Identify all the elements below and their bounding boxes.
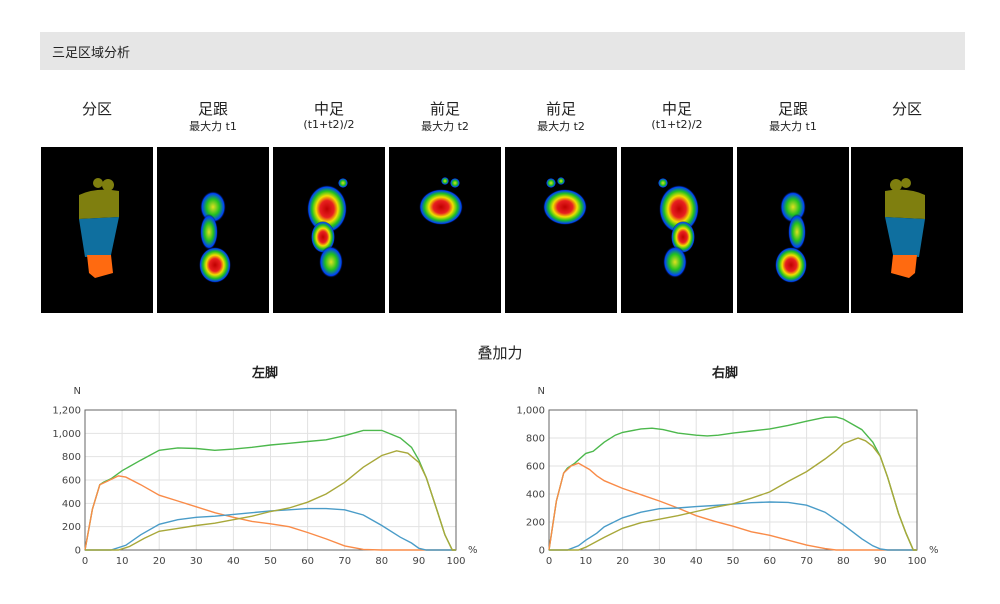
left-force-plot: 0 10 20 30 40 50 60 70 80 90 100 0 200 400 600 800 1,000…	[52, 386, 478, 567]
panel-title: 前足	[545, 100, 576, 118]
y-tick-label: 800	[526, 434, 545, 445]
plot-frame	[84, 409, 457, 551]
heel-pressure-image	[775, 191, 807, 283]
series-line	[549, 437, 917, 551]
x-tick-label: 70	[338, 556, 351, 567]
y-axis-label: N	[538, 386, 545, 397]
foot-image-panel	[157, 147, 269, 313]
section-title: 三足区域分析	[52, 46, 131, 61]
fore-pressure-image	[419, 177, 463, 225]
mid-pressure-image	[307, 178, 348, 278]
seg-pressure-image	[885, 178, 925, 278]
y-tick-label: 200	[62, 522, 81, 533]
heel-pressure-image	[199, 191, 231, 283]
y-tick-label: 200	[526, 518, 545, 529]
y-tick-label: 0	[539, 546, 545, 557]
foot-image-panel	[737, 147, 849, 313]
panel-title: 足跟	[197, 100, 228, 118]
panel-title: 中足	[661, 100, 692, 118]
series-line	[549, 501, 917, 551]
y-tick-label: 400	[62, 499, 81, 510]
left-foot-chart: 左脚 0 10 20 30 40 50 60 70 80 90 100 0 200 400 600 800 1,…	[40, 360, 490, 600]
plot-frame	[548, 409, 918, 551]
y-tick-label: 1,000	[52, 429, 81, 440]
x-tick-label: 10	[116, 556, 129, 567]
y-tick-label: 600	[526, 462, 545, 473]
panel-title: 中足	[313, 100, 344, 118]
foot-image-panel	[621, 147, 733, 313]
x-tick-label: 60	[301, 556, 314, 567]
panel-title: 足跟	[777, 100, 808, 118]
series-line	[548, 462, 917, 551]
chart-title: 右脚	[711, 366, 738, 381]
section-header: 三足区域分析	[40, 32, 965, 70]
x-tick-label: 20	[153, 556, 166, 567]
series-line	[85, 450, 456, 551]
y-tick-label: 400	[526, 490, 545, 501]
y-tick-label: 0	[75, 546, 81, 557]
panel-subtitle: 最大力 t2	[537, 120, 585, 133]
panel-title: 分区	[891, 100, 922, 118]
right-force-plot: 0 10 20 30 40 50 60 70 80 90 100 0 200 400 600 800 1,000…	[516, 386, 939, 567]
seg-pressure-image	[79, 178, 119, 278]
panel-label: 中足 (t1+t2)/2	[621, 98, 733, 131]
x-tick-label: 80	[375, 556, 388, 567]
panel-subtitle: 最大力 t1	[189, 120, 237, 133]
x-tick-label: 30	[653, 556, 666, 567]
panel-label: 分区	[851, 98, 963, 118]
overlay-title: 叠加力	[477, 344, 523, 362]
fore-pressure-image	[543, 177, 587, 225]
panel-label: 前足最大力 t2	[505, 98, 617, 134]
panel-label: 中足 (t1+t2)/2	[273, 98, 385, 131]
x-tick-label: 100	[907, 556, 926, 567]
x-tick-label: 10	[579, 556, 592, 567]
x-tick-label: 60	[763, 556, 776, 567]
chart-title: 左脚	[251, 366, 278, 381]
panel-subtitle: (t1+t2)/2	[303, 118, 355, 131]
x-tick-label: 20	[616, 556, 629, 567]
x-tick-label: 40	[227, 556, 240, 567]
foot-image-panel	[273, 147, 385, 313]
panel-label: 足跟最大力 t1	[157, 98, 269, 134]
panel-label: 足跟最大力 t1	[737, 98, 849, 134]
x-tick-label: 40	[690, 556, 703, 567]
right-foot-chart: 右脚 0 10 20 30 40 50 60 70 80 90 100 0 200 400 600 800 1,…	[500, 360, 950, 600]
panel-subtitle: (t1+t2)/2	[651, 118, 703, 131]
foot-image-panel	[851, 147, 963, 313]
x-tick-label: 90	[874, 556, 887, 567]
y-tick-label: 600	[62, 476, 81, 487]
x-tick-label: 50	[264, 556, 277, 567]
foot-image-panel	[389, 147, 501, 313]
y-axis-label: N	[74, 386, 81, 397]
x-tick-label: 50	[727, 556, 740, 567]
y-tick-label: 1,200	[52, 406, 81, 417]
x-tick-label: 0	[82, 556, 88, 567]
x-axis-label: %	[468, 545, 478, 556]
panel-title: 前足	[429, 100, 460, 118]
panel-title: 分区	[81, 100, 112, 118]
series-line	[548, 416, 917, 551]
panel-subtitle: 最大力 t1	[769, 120, 817, 133]
y-tick-label: 800	[62, 452, 81, 463]
x-tick-label: 0	[546, 556, 552, 567]
x-tick-label: 70	[800, 556, 813, 567]
panel-label: 前足最大力 t2	[389, 98, 501, 134]
panel-subtitle: 最大力 t2	[421, 120, 469, 133]
mid-pressure-image	[658, 178, 699, 278]
y-tick-label: 1,000	[516, 406, 545, 417]
x-axis-label: %	[929, 545, 939, 556]
x-tick-label: 80	[837, 556, 850, 567]
panel-label: 分区	[41, 98, 153, 118]
x-tick-label: 30	[190, 556, 203, 567]
foot-image-panel	[41, 147, 153, 313]
series-line	[84, 475, 456, 551]
foot-image-panel	[505, 147, 617, 313]
x-tick-label: 90	[413, 556, 426, 567]
x-tick-label: 100	[446, 556, 465, 567]
